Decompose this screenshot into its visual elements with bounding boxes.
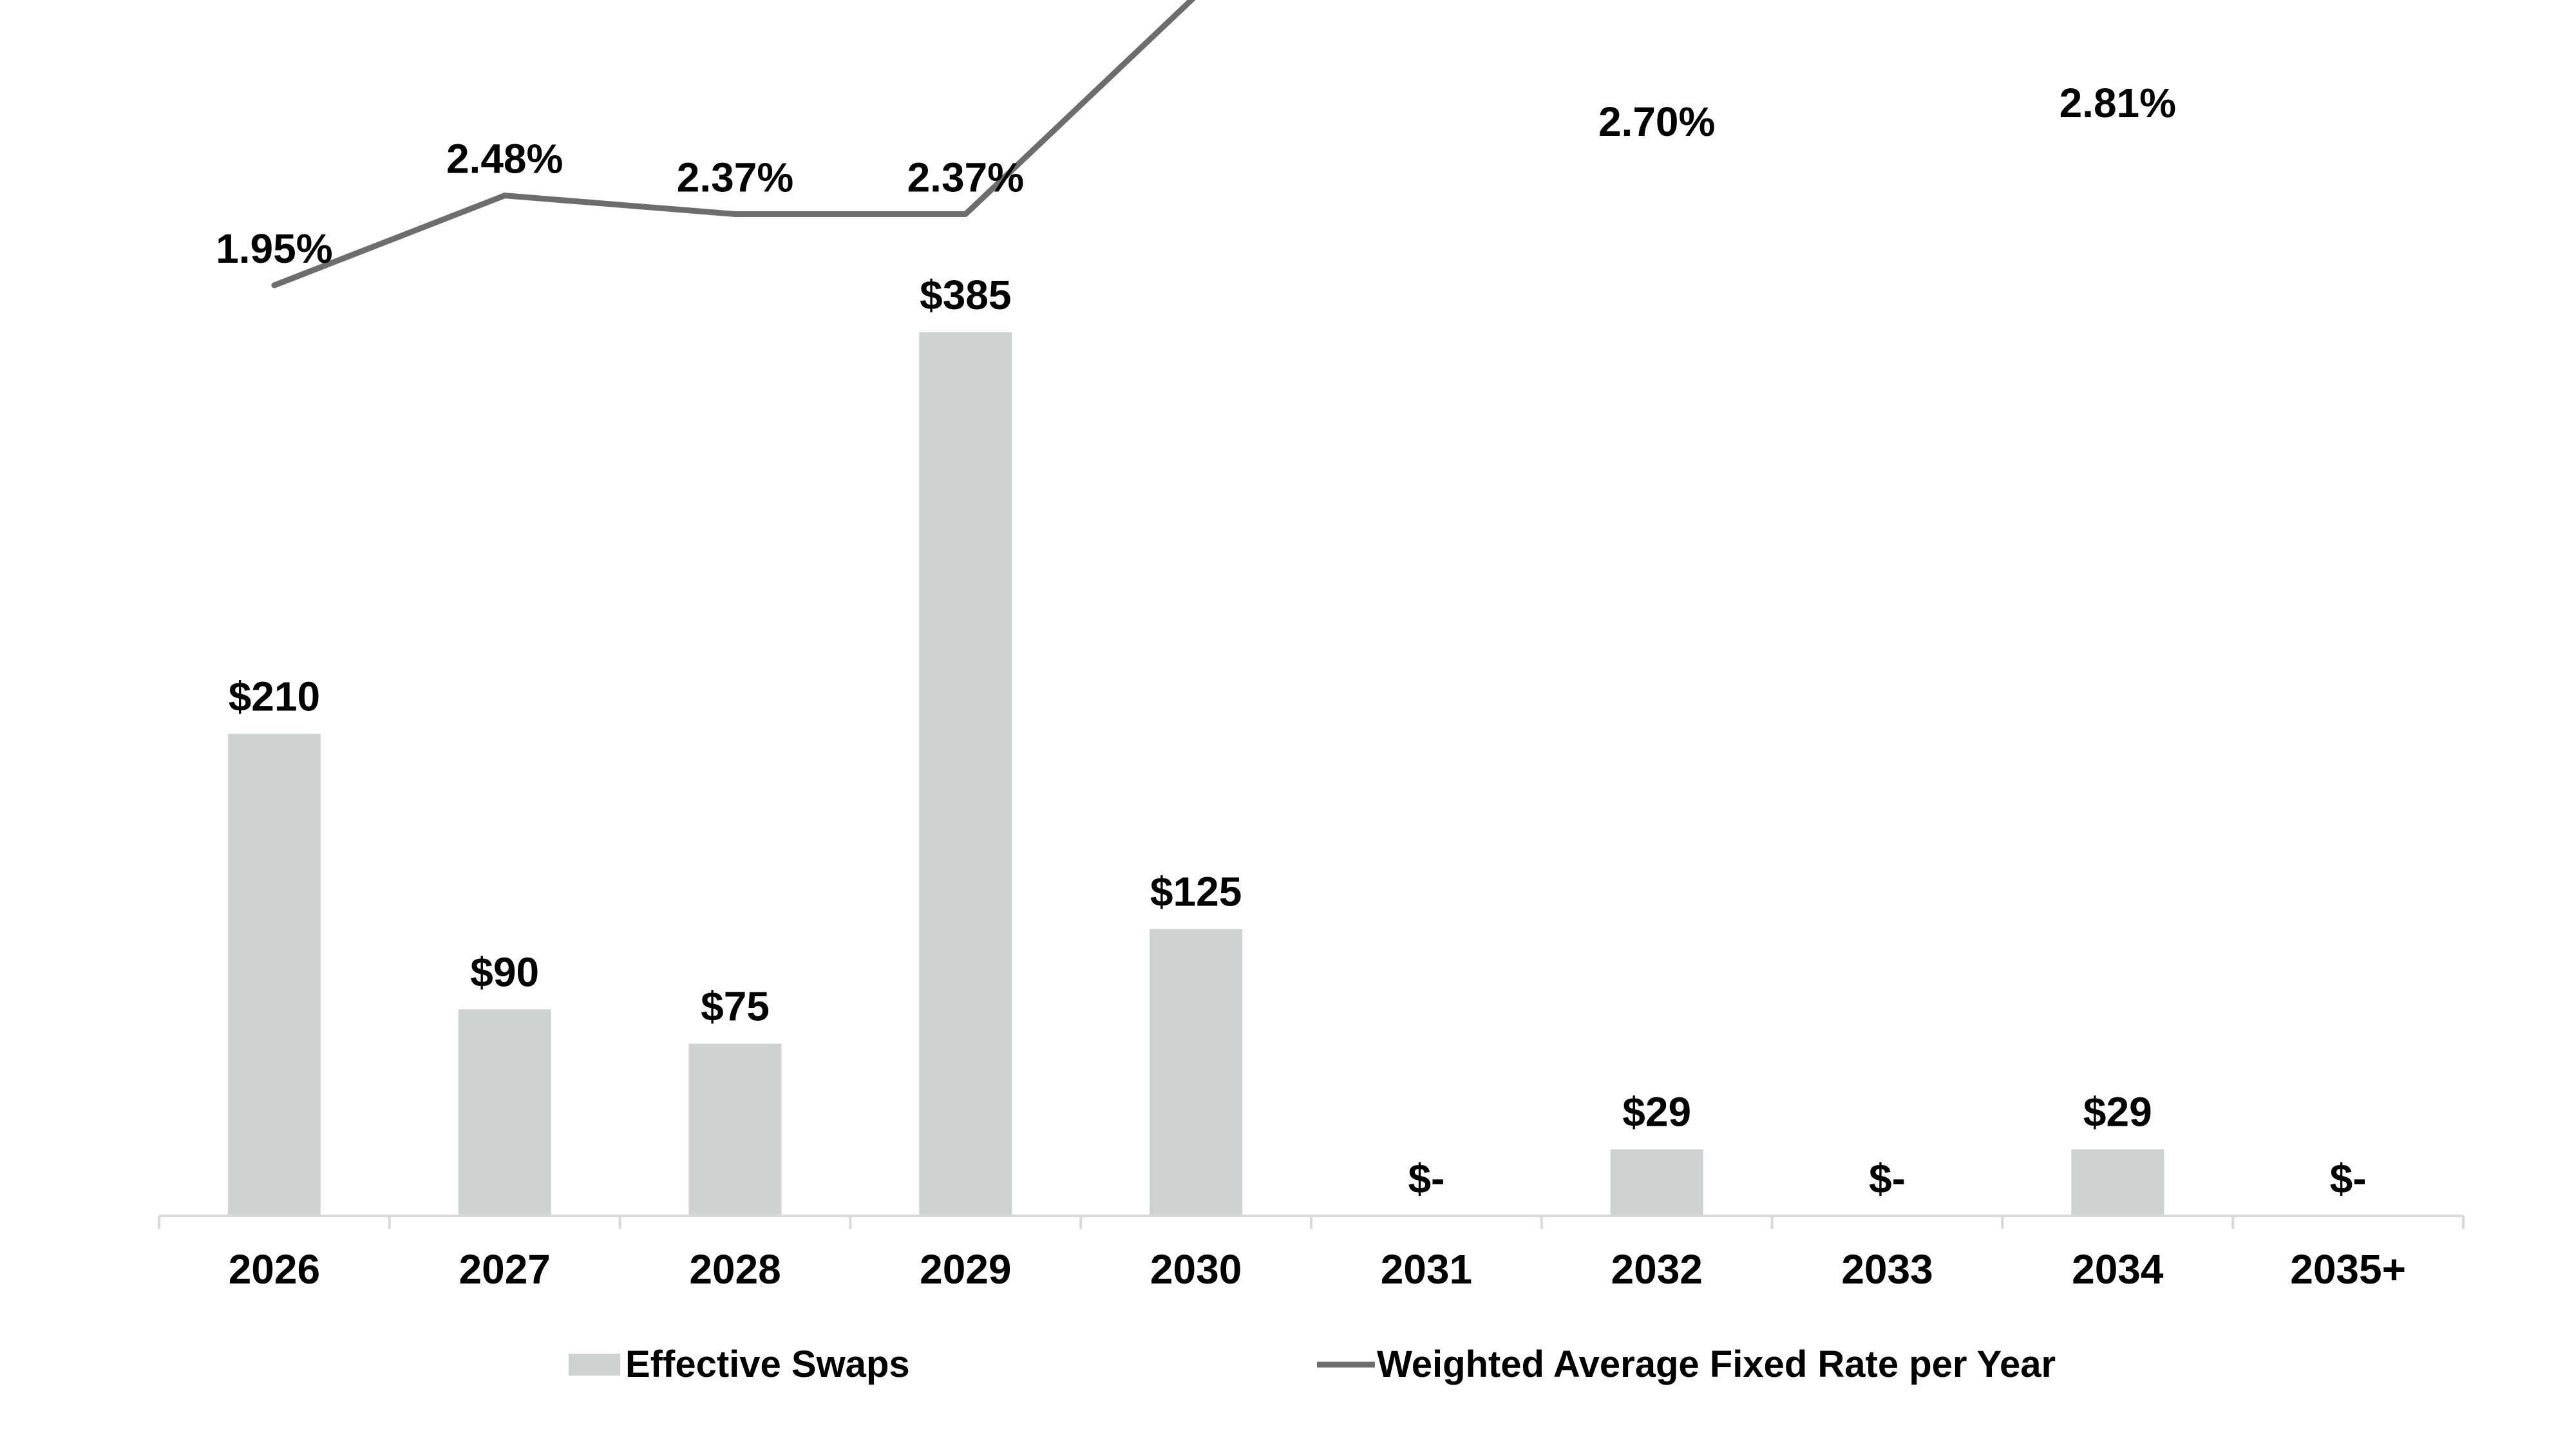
bar-2028 — [688, 1043, 782, 1216]
bar-label-2029: $385 — [920, 272, 1011, 318]
x-tick-label-2029: 2029 — [920, 1246, 1011, 1293]
bar-2026 — [227, 734, 321, 1216]
x-tick-label-2026: 2026 — [229, 1246, 320, 1293]
x-tick-label-2035+: 2035+ — [2290, 1246, 2406, 1293]
bar-label-2034: $29 — [2083, 1089, 2152, 1135]
x-tick-label-2031: 2031 — [1381, 1246, 1472, 1293]
rate-value-labels: 1.95%2.48%2.37%2.37%3.66%2.70%2.81% — [216, 80, 2176, 272]
x-axis-ticks — [158, 1216, 2465, 1229]
rate-label-2032: 2.70% — [1598, 99, 1715, 145]
bar-2030 — [1150, 929, 1243, 1216]
rate-line-layer — [271, 0, 1196, 289]
rate-label-2029: 2.37% — [907, 155, 1024, 201]
x-tick-label-2034: 2034 — [2072, 1246, 2164, 1293]
rate-label-2027: 2.48% — [446, 136, 563, 182]
bar-label-2028: $75 — [701, 983, 770, 1030]
bar-label-2030: $125 — [1150, 869, 1242, 915]
bar-label-2035+: $- — [2330, 1155, 2367, 1202]
legend-label-effective-swaps: Effective Swaps — [625, 1343, 910, 1385]
bar-label-2026: $210 — [229, 674, 320, 720]
x-axis-labels: 2026 2027 2028 2029 2030 2031 2032 2033 2034 2035… — [229, 1246, 2406, 1293]
bar-label-2031: $- — [1408, 1155, 1444, 1202]
x-tick-label-2033: 2033 — [1841, 1246, 1933, 1293]
legend: Effective Swaps Weighted Average Fixed Ra… — [569, 1343, 2056, 1385]
legend-swatch-effective-swaps — [569, 1354, 620, 1376]
x-tick-label-2032: 2032 — [1611, 1246, 1703, 1293]
bar-2027 — [458, 1009, 551, 1216]
bars-layer — [227, 332, 2164, 1216]
bar-label-2033: $- — [1869, 1155, 1906, 1202]
bar-2034 — [2071, 1149, 2164, 1216]
x-tick-label-2027: 2027 — [459, 1246, 551, 1293]
rate-label-2034: 2.81% — [2060, 80, 2176, 126]
bar-2032 — [1610, 1149, 1703, 1216]
rate-label-2026: 1.95% — [216, 225, 332, 272]
rate-label-2028: 2.37% — [677, 155, 793, 201]
bar-value-labels: $210 $90 $75 $385 $125 $- $29 $- $29 $- — [229, 272, 2367, 1202]
rate-line — [271, 0, 1196, 289]
x-tick-label-2030: 2030 — [1150, 1246, 1242, 1293]
bar-label-2032: $29 — [1622, 1089, 1691, 1135]
bar-2029 — [919, 332, 1012, 1216]
bar-label-2027: $90 — [470, 949, 539, 995]
x-tick-label-2028: 2028 — [689, 1246, 781, 1293]
legend-label-rate: Weighted Average Fixed Rate per Year — [1377, 1343, 2056, 1385]
